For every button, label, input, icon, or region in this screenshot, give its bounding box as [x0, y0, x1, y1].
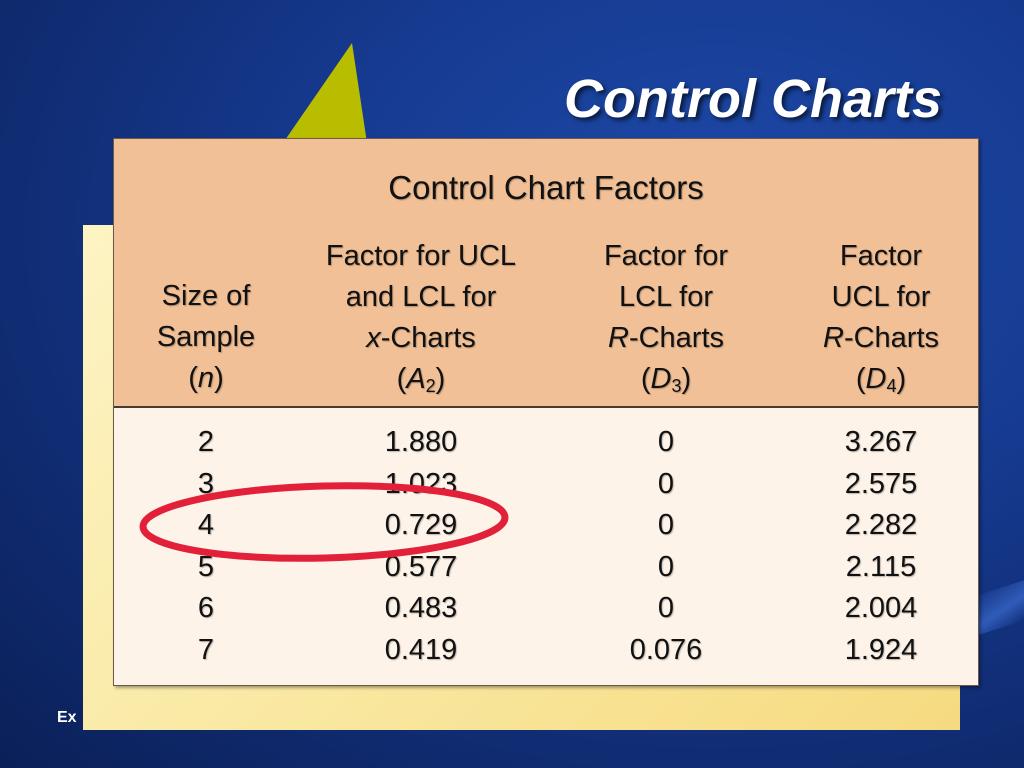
column-header-sample-size: Size of Sample (n)	[126, 276, 286, 399]
symbol-n: n	[197, 362, 215, 394]
cell: 0	[657, 426, 675, 458]
italic-prefix: x	[366, 322, 381, 354]
subscript: 4	[886, 376, 897, 396]
control-chart-factors-table: Control Chart Factors Size of Sample (n)…	[113, 138, 979, 686]
header-line: Size of	[161, 280, 251, 312]
cell: 2.282	[844, 509, 918, 541]
italic-prefix: R	[822, 322, 844, 354]
header-line: LCL for	[618, 281, 714, 313]
suffix: -Charts	[843, 322, 940, 354]
symbol: A	[406, 363, 426, 395]
header-chart-type: R-Charts	[776, 318, 986, 359]
cell: 0.076	[629, 633, 703, 666]
cell: 0	[657, 592, 675, 624]
italic-prefix: R	[607, 322, 629, 354]
slide-title: Control Charts	[564, 69, 942, 129]
header-line: and LCL for	[345, 281, 497, 313]
cell: 0	[657, 467, 675, 500]
header-line: Sample	[156, 321, 256, 353]
header-symbol: (D3)	[640, 363, 692, 396]
cell: 6	[197, 592, 215, 624]
column-d3: 0 0 0 0 0 0.076	[556, 422, 776, 671]
header-line: Factor for UCL	[325, 240, 517, 272]
header-symbol: (n)	[188, 362, 224, 394]
cell: 0	[657, 509, 675, 541]
cell: 2.004	[844, 592, 918, 624]
cell: 3.267	[844, 426, 918, 458]
cell: 7	[197, 633, 215, 666]
header-line: UCL for	[831, 281, 931, 313]
header-line: Factor	[839, 240, 923, 272]
column-d4: 3.267 2.575 2.282 2.115 2.004 1.924	[776, 422, 986, 671]
cell: 4	[197, 509, 215, 541]
table-title: Control Chart Factors	[388, 169, 704, 206]
cell: 1.880	[384, 426, 458, 458]
header-symbol: (A2)	[396, 363, 446, 396]
subscript: 2	[425, 376, 436, 396]
table-header: Control Chart Factors Size of Sample (n)…	[114, 139, 978, 408]
cell: 5	[197, 550, 215, 583]
cell: 1.924	[844, 633, 918, 666]
header-chart-type: R-Charts	[556, 318, 776, 359]
header-line: Factor for	[603, 240, 729, 272]
symbol: D	[650, 363, 672, 395]
cell: 0.729	[384, 509, 458, 541]
suffix: -Charts	[628, 322, 725, 354]
cell: 0.483	[384, 592, 458, 624]
column-a2: 1.880 1.023 0.729 0.577 0.483 0.419	[286, 422, 556, 671]
cell: 2	[197, 426, 215, 458]
column-sample-size: 2 3 4 5 6 7	[126, 422, 286, 671]
footer-text: Ex	[57, 709, 77, 726]
cell: 0	[657, 550, 675, 583]
triangle-decoration	[283, 43, 368, 148]
column-header-d4: Factor UCL for R-Charts (D4)	[776, 236, 986, 400]
column-header-d3: Factor for LCL for R-Charts (D3)	[556, 236, 776, 400]
suffix: -Charts	[380, 322, 476, 354]
cell: 0.419	[384, 633, 458, 666]
cell: 2.115	[845, 550, 917, 583]
cell: 3	[197, 467, 215, 500]
header-chart-type: x-Charts	[286, 318, 556, 359]
cell: 2.575	[844, 467, 918, 500]
column-header-a2: Factor for UCL and LCL for x-Charts (A2)	[286, 236, 556, 400]
highlight-ellipse	[136, 478, 518, 571]
symbol: D	[865, 363, 887, 395]
subscript: 3	[671, 376, 682, 396]
header-symbol: (D4)	[855, 363, 907, 396]
